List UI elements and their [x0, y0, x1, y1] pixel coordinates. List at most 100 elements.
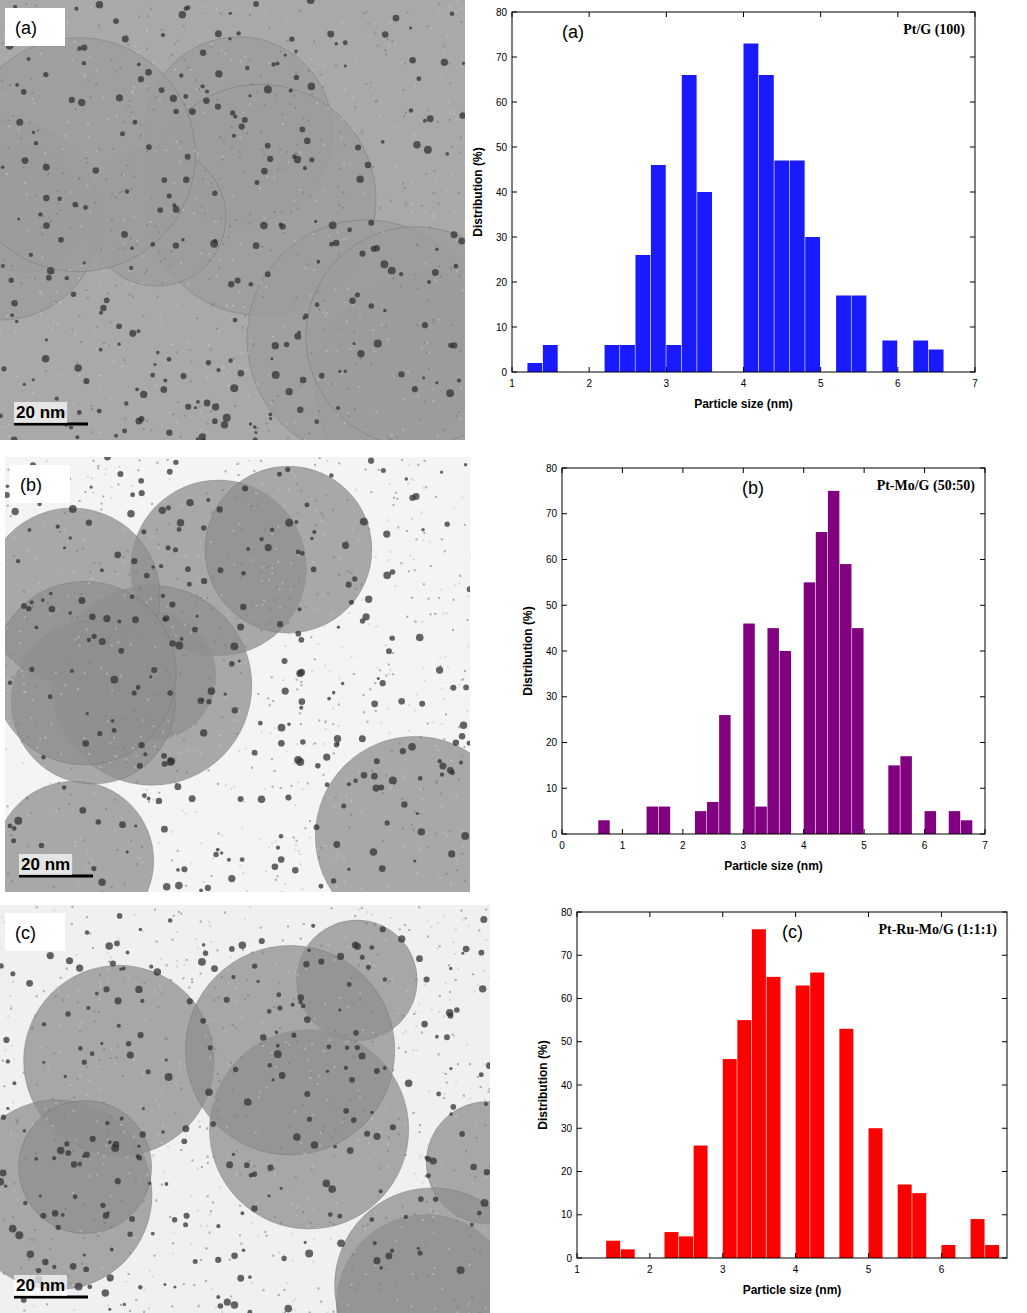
nanoparticle — [344, 370, 347, 373]
texture — [248, 394, 250, 396]
nanoparticle — [206, 699, 211, 704]
texture — [337, 231, 339, 233]
texture — [268, 62, 270, 64]
texture — [279, 148, 281, 150]
texture — [323, 65, 325, 67]
nanoparticle — [124, 401, 128, 405]
texture — [413, 829, 415, 831]
texture — [154, 96, 156, 98]
texture — [441, 687, 443, 689]
nanoparticle — [1, 165, 5, 169]
texture — [210, 349, 212, 351]
nanoparticle — [104, 457, 111, 461]
texture — [124, 594, 126, 596]
texture — [218, 833, 220, 835]
nanoparticle — [424, 146, 432, 154]
texture — [195, 605, 197, 607]
texture — [180, 752, 182, 754]
nanoparticle — [197, 698, 204, 705]
nanoparticle — [459, 761, 463, 765]
nanoparticle — [300, 739, 306, 745]
texture — [359, 386, 361, 388]
texture — [338, 40, 340, 42]
texture — [139, 459, 141, 461]
texture — [348, 571, 350, 573]
texture — [99, 981, 101, 983]
texture — [353, 330, 355, 332]
texture — [318, 308, 320, 310]
texture — [11, 660, 13, 662]
texture — [308, 433, 310, 435]
texture — [171, 859, 173, 861]
texture — [305, 607, 307, 609]
texture — [37, 130, 39, 132]
texture — [100, 509, 102, 511]
texture — [437, 435, 439, 437]
texture — [411, 824, 413, 826]
nanoparticle — [56, 525, 60, 529]
nanoparticle — [371, 700, 378, 707]
nanoparticle — [143, 752, 147, 756]
nanoparticle — [183, 94, 188, 99]
texture — [284, 167, 286, 169]
texture — [361, 599, 363, 601]
texture — [300, 684, 302, 686]
texture — [90, 860, 92, 862]
carbon-support — [205, 466, 372, 633]
texture — [4, 95, 6, 97]
texture — [435, 745, 437, 747]
texture — [467, 595, 469, 597]
texture — [85, 289, 87, 291]
texture — [194, 150, 196, 152]
texture — [90, 6, 92, 8]
texture — [105, 468, 107, 470]
texture — [10, 1133, 12, 1135]
nanoparticle — [297, 407, 303, 413]
texture — [186, 772, 188, 774]
texture — [10, 515, 12, 517]
texture — [123, 175, 125, 177]
texture — [76, 616, 78, 618]
texture — [456, 869, 458, 871]
texture — [156, 529, 158, 531]
nanoparticle — [100, 305, 106, 311]
texture — [420, 813, 422, 815]
texture — [247, 352, 249, 354]
texture — [23, 590, 25, 592]
texture — [387, 38, 389, 40]
texture — [393, 504, 395, 506]
texture — [58, 782, 60, 784]
nanoparticle — [418, 776, 423, 781]
texture — [311, 93, 313, 95]
texture — [455, 11, 457, 13]
texture — [203, 112, 205, 114]
texture — [90, 405, 92, 407]
texture — [218, 267, 220, 269]
texture — [355, 489, 357, 491]
nanoparticle — [114, 551, 121, 558]
texture — [126, 164, 128, 166]
texture — [333, 752, 335, 754]
texture — [262, 604, 264, 606]
nanoparticle — [8, 824, 13, 829]
texture — [98, 149, 100, 151]
texture — [217, 783, 219, 785]
texture — [208, 344, 210, 346]
nanoparticle — [0, 414, 3, 419]
texture — [385, 774, 387, 776]
texture — [365, 469, 367, 471]
texture — [147, 698, 149, 700]
texture — [204, 6, 206, 8]
texture — [395, 492, 397, 494]
texture — [358, 540, 360, 542]
texture — [190, 631, 192, 633]
texture — [423, 532, 425, 534]
texture — [7, 119, 9, 121]
nanoparticle — [11, 300, 17, 306]
texture — [239, 711, 241, 713]
texture — [203, 12, 205, 14]
texture — [450, 883, 452, 885]
texture — [8, 423, 10, 425]
texture — [261, 149, 263, 151]
texture — [21, 670, 23, 672]
